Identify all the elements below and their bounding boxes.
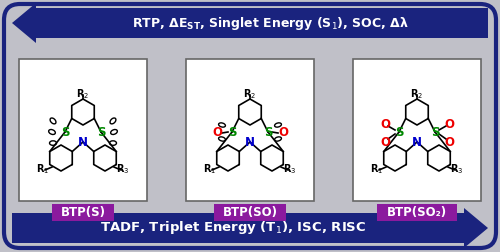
Text: R$_1$: R$_1$ bbox=[204, 162, 216, 176]
Text: TADF, Triplet Energy (T$_1$), ISC, RISC: TADF, Triplet Energy (T$_1$), ISC, RISC bbox=[100, 219, 366, 236]
Text: S: S bbox=[97, 125, 105, 139]
Text: O: O bbox=[380, 117, 390, 131]
Text: O: O bbox=[380, 136, 390, 148]
Text: R$_2$: R$_2$ bbox=[244, 87, 256, 101]
Text: O: O bbox=[212, 127, 222, 140]
Text: S: S bbox=[431, 125, 440, 139]
Text: RTP, $\mathbf{\Delta E_{ST}}$, Singlet Energy (S$_1$), SOC, $\mathbf{\Delta\lamb: RTP, $\mathbf{\Delta E_{ST}}$, Singlet E… bbox=[132, 15, 408, 32]
Text: BTP(S): BTP(S) bbox=[60, 206, 106, 219]
FancyBboxPatch shape bbox=[353, 59, 481, 201]
Polygon shape bbox=[464, 208, 488, 248]
Text: N: N bbox=[245, 136, 255, 148]
Text: R$_3$: R$_3$ bbox=[450, 162, 464, 176]
Text: N: N bbox=[78, 136, 88, 148]
FancyBboxPatch shape bbox=[214, 204, 286, 221]
Text: R$_3$: R$_3$ bbox=[284, 162, 296, 176]
Text: N: N bbox=[412, 136, 422, 148]
Text: O: O bbox=[444, 117, 454, 131]
Text: O: O bbox=[278, 127, 288, 140]
FancyBboxPatch shape bbox=[36, 8, 488, 38]
FancyBboxPatch shape bbox=[377, 204, 457, 221]
Text: BTP(SO): BTP(SO) bbox=[222, 206, 278, 219]
FancyBboxPatch shape bbox=[19, 59, 147, 201]
Text: R$_2$: R$_2$ bbox=[76, 87, 90, 101]
Text: R$_1$: R$_1$ bbox=[36, 162, 50, 176]
FancyBboxPatch shape bbox=[4, 4, 496, 248]
Text: R$_1$: R$_1$ bbox=[370, 162, 384, 176]
Polygon shape bbox=[12, 3, 36, 43]
Text: R$_3$: R$_3$ bbox=[116, 162, 130, 176]
FancyBboxPatch shape bbox=[186, 59, 314, 201]
Text: BTP(SO₂): BTP(SO₂) bbox=[387, 206, 447, 219]
Text: O: O bbox=[444, 136, 454, 148]
Text: S: S bbox=[228, 125, 236, 139]
Text: R$_2$: R$_2$ bbox=[410, 87, 424, 101]
Text: S: S bbox=[264, 125, 272, 139]
Text: S: S bbox=[395, 125, 403, 139]
FancyBboxPatch shape bbox=[52, 204, 114, 221]
Text: S: S bbox=[61, 125, 69, 139]
FancyBboxPatch shape bbox=[12, 213, 464, 243]
